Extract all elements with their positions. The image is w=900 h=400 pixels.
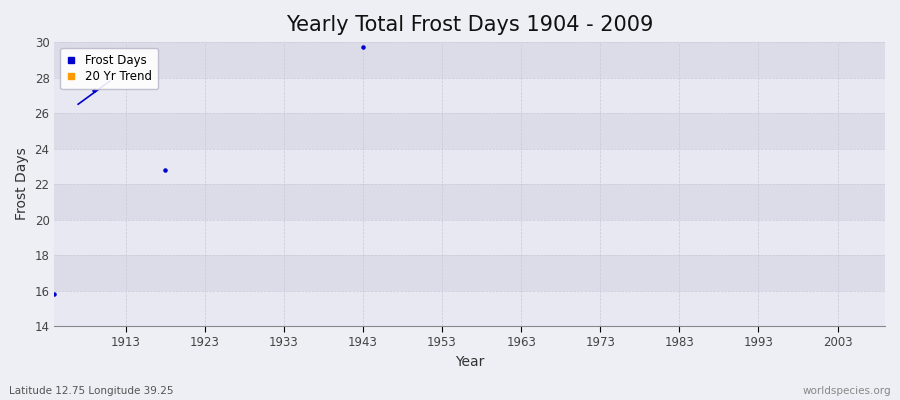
Point — [356, 44, 370, 51]
X-axis label: Year: Year — [455, 355, 484, 369]
Bar — [54, 255, 885, 290]
Title: Yearly Total Frost Days 1904 - 2009: Yearly Total Frost Days 1904 - 2009 — [286, 15, 653, 35]
Bar — [54, 42, 885, 78]
Bar — [54, 113, 885, 148]
Bar — [54, 290, 885, 326]
Point — [47, 291, 61, 297]
Text: Latitude 12.75 Longitude 39.25: Latitude 12.75 Longitude 39.25 — [9, 386, 174, 396]
Point — [158, 167, 173, 173]
Text: worldspecies.org: worldspecies.org — [803, 386, 891, 396]
Bar — [54, 220, 885, 255]
Y-axis label: Frost Days: Frost Days — [15, 148, 29, 220]
Legend: Frost Days, 20 Yr Trend: Frost Days, 20 Yr Trend — [60, 48, 158, 89]
Point — [86, 87, 101, 93]
Bar — [54, 184, 885, 220]
Bar — [54, 148, 885, 184]
Bar — [54, 78, 885, 113]
